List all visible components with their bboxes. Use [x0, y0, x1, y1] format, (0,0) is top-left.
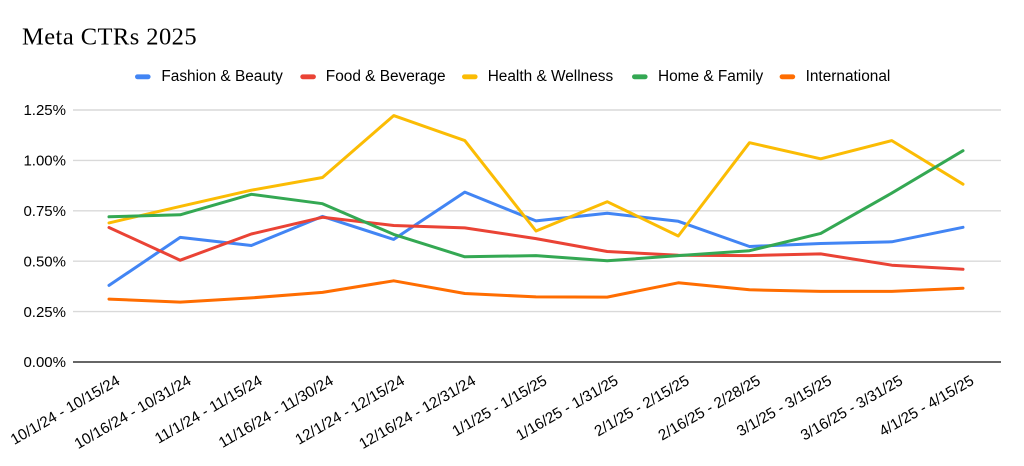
svg-text:0.25%: 0.25%: [23, 304, 66, 321]
svg-text:1.00%: 1.00%: [23, 153, 66, 170]
svg-text:Food & Beverage: Food & Beverage: [326, 68, 446, 85]
svg-text:0.75%: 0.75%: [23, 203, 66, 220]
svg-text:Home & Family: Home & Family: [658, 68, 763, 85]
svg-text:Meta CTRs 2025: Meta CTRs 2025: [22, 24, 197, 51]
svg-text:Fashion & Beauty: Fashion & Beauty: [161, 68, 283, 85]
svg-text:0.50%: 0.50%: [23, 253, 66, 270]
svg-text:1.25%: 1.25%: [23, 102, 66, 119]
svg-text:Health & Wellness: Health & Wellness: [488, 68, 614, 85]
svg-text:0.00%: 0.00%: [23, 354, 66, 371]
svg-text:International: International: [806, 68, 891, 85]
